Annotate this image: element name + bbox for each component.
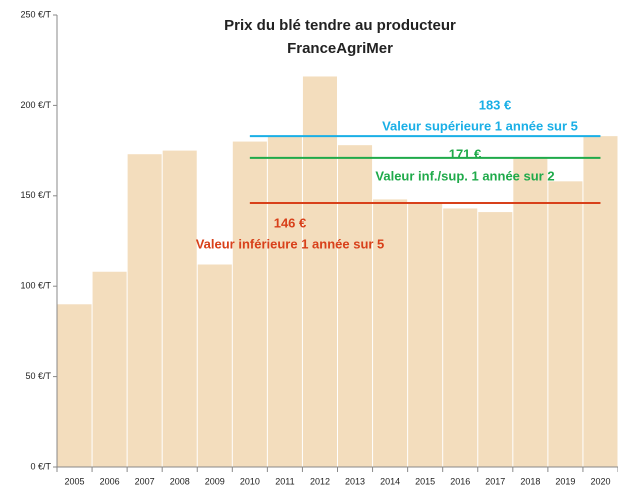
x-tick-label: 2013 [345,476,365,486]
bar [478,212,513,467]
y-tick-label: 150 €/T [20,190,51,200]
x-tick-label: 2008 [170,476,190,486]
x-tick-label: 2020 [590,476,610,486]
bar [162,150,197,467]
reference-label: Valeur supérieure 1 année sur 5 [382,119,578,134]
bar [302,76,337,468]
bar [338,145,373,467]
x-tick-label: 2012 [310,476,330,486]
bar [127,154,162,467]
bar [443,208,478,467]
bar [548,181,583,467]
bar [232,141,267,467]
x-tick-label: 2017 [485,476,505,486]
bar [408,203,443,468]
reference-label: Valeur inf./sup. 1 année sur 2 [375,168,554,183]
x-tick-label: 2007 [135,476,155,486]
y-tick-label: 200 €/T [20,100,51,110]
bar [197,264,232,467]
bar [92,271,127,467]
y-tick-label: 100 €/T [20,281,51,291]
x-tick-label: 2018 [520,476,540,486]
x-tick-label: 2010 [240,476,260,486]
x-tick-label: 2019 [555,476,575,486]
chart-subtitle: FranceAgriMer [287,40,393,57]
bar [583,136,618,468]
x-tick-label: 2005 [65,476,85,486]
bar [513,157,548,467]
chart-title: Prix du blé tendre au producteur [224,17,456,34]
y-tick-label: 0 €/T [30,461,51,471]
x-tick-label: 2016 [450,476,470,486]
bar [373,199,408,467]
bar [57,304,92,467]
y-tick-label: 250 €/T [20,9,51,19]
x-tick-label: 2009 [205,476,225,486]
reference-value-label: 183 € [479,98,512,113]
x-tick-label: 2015 [415,476,435,486]
reference-value-label: 171 € [449,146,482,161]
x-tick-label: 2014 [380,476,400,486]
x-tick-label: 2011 [275,476,294,486]
reference-value-label: 146 € [274,215,307,230]
x-tick-label: 2006 [100,476,120,486]
bar [267,136,302,468]
reference-label: Valeur inférieure 1 année sur 5 [196,236,385,251]
y-tick-label: 50 €/T [25,371,51,381]
